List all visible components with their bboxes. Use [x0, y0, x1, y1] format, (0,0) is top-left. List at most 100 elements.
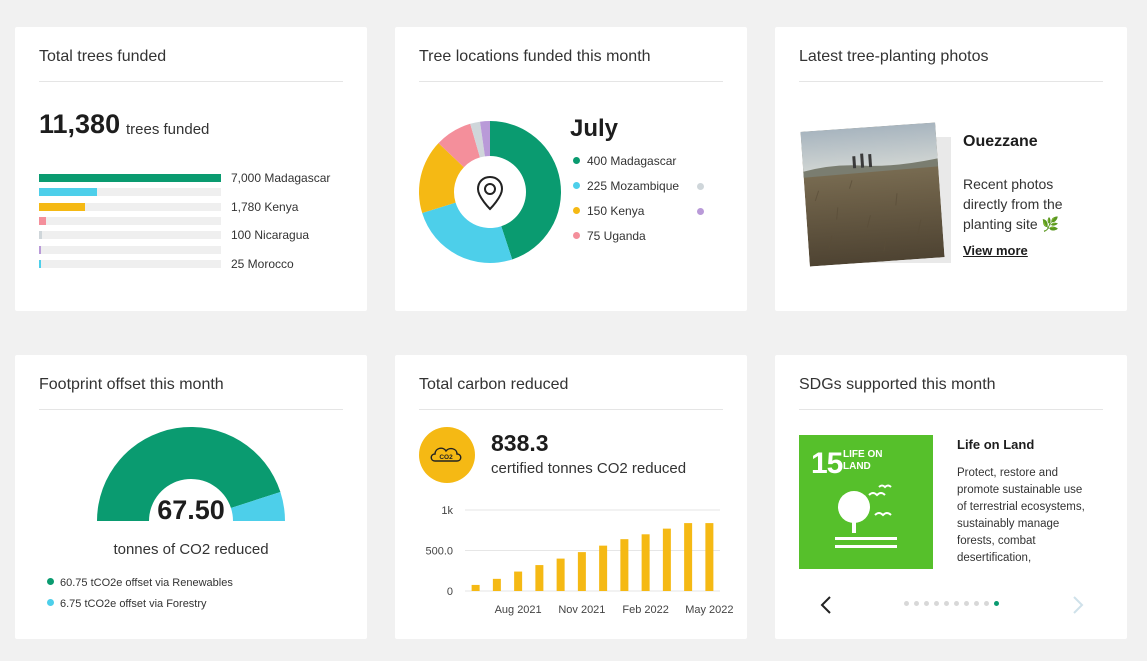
legend-label: 6.75 tCO2e offset via Forestry — [60, 598, 207, 610]
legend-dot — [697, 208, 704, 215]
carbon-value: 838.3 — [491, 430, 549, 456]
donut-slice — [422, 202, 513, 263]
trees-total: 11,380 — [39, 109, 121, 139]
carbon-bar — [620, 539, 629, 591]
gauge-segment — [230, 491, 285, 521]
carousel-dot[interactable] — [944, 601, 949, 606]
tree-bar-row — [39, 259, 221, 268]
legend-dot — [697, 183, 704, 190]
legend-dot — [47, 578, 54, 585]
divider — [39, 409, 343, 410]
co2-cloud-icon: CO2 — [419, 427, 475, 483]
card-title: Total carbon reduced — [419, 376, 569, 393]
carousel-dot[interactable] — [934, 601, 939, 606]
bar-track — [39, 259, 221, 268]
legend-dot — [573, 232, 580, 239]
carousel-dot[interactable] — [984, 601, 989, 606]
prev-arrow-icon[interactable] — [815, 593, 839, 617]
card-title: Footprint offset this month — [39, 376, 224, 393]
bar-fill — [39, 174, 221, 182]
month-label: July — [570, 115, 619, 142]
tree-bar-label: 7,000 Madagascar — [231, 171, 331, 185]
legend-label: 225 Mozambique — [587, 179, 680, 193]
carbon-bar — [641, 534, 650, 591]
next-arrow-icon[interactable] — [1065, 593, 1089, 617]
location-pin-icon — [476, 175, 504, 211]
carbon-bar — [556, 558, 565, 591]
carousel-dot[interactable] — [964, 601, 969, 606]
bar-fill — [39, 245, 41, 254]
carousel-dot[interactable] — [954, 601, 959, 606]
tree-locations-card: Tree locations funded this month July 40… — [395, 27, 747, 311]
carousel-dot[interactable] — [904, 601, 909, 606]
footprint-legend-item: 60.75 tCO2e offset via Renewables — [47, 577, 233, 589]
legend-label: 400 Madagascar — [587, 154, 677, 168]
donut-slice — [438, 123, 480, 168]
divider — [39, 81, 343, 82]
legend-label: 150 Kenya — [587, 204, 645, 218]
carousel-dot[interactable] — [914, 601, 919, 606]
bar-fill — [39, 259, 41, 268]
bar-fill — [39, 216, 47, 225]
legend-item: 150 Kenya — [573, 204, 644, 218]
donut-slice — [480, 121, 490, 157]
legend-dot — [573, 207, 580, 214]
carbon-caption: certified tonnes CO2 reduced — [491, 460, 687, 477]
tree-bar-row — [39, 216, 221, 225]
footprint-caption: tonnes of CO2 reduced — [113, 541, 269, 558]
carbon-bar — [535, 565, 544, 591]
divider — [419, 81, 723, 82]
sdg-tile-title: LIFE ON LAND — [843, 449, 883, 472]
trees-total-unit: trees funded — [126, 121, 210, 138]
x-tick-label: Feb 2022 — [622, 604, 668, 616]
y-tick-label: 1k — [441, 505, 453, 517]
legend-dot — [573, 157, 580, 164]
bar-track — [39, 188, 221, 197]
svg-text:CO2: CO2 — [439, 454, 453, 461]
carousel-dot[interactable] — [924, 601, 929, 606]
sdg-tile[interactable]: 15 LIFE ON LAND — [799, 435, 933, 569]
tree-birds-icon — [835, 484, 897, 548]
photo-description-text: Recent photos directly from the planting… — [963, 176, 1063, 232]
tree-bar-row — [39, 245, 221, 254]
sdg-name: Life on Land — [957, 437, 1035, 452]
footprint-gauge — [97, 427, 285, 521]
carousel-dot[interactable] — [974, 601, 979, 606]
view-more-link[interactable]: View more — [963, 243, 1028, 258]
bar-track — [39, 245, 221, 254]
card-title: Tree locations funded this month — [419, 48, 651, 65]
legend-label: 60.75 tCO2e offset via Renewables — [60, 577, 233, 589]
divider — [799, 409, 1103, 410]
y-tick-label: 500.0 — [425, 546, 453, 558]
bar-fill — [39, 202, 86, 211]
carbon-bar — [471, 584, 480, 591]
carbon-bar-chart: 0 500.0 1k Aug 2021 Nov 2021 Feb 2022 May 2022 — [425, 505, 733, 616]
x-tick-label: Nov 2021 — [558, 604, 605, 616]
card-title: Total trees funded — [39, 48, 167, 65]
carbon-bar — [705, 523, 714, 591]
carbon-bar — [684, 523, 693, 591]
tree-bar-label: 25 Morocco — [231, 257, 294, 271]
carbon-bar — [577, 552, 586, 591]
tree-bar-label: 1,780 Kenya — [231, 200, 299, 214]
bar-track — [39, 216, 221, 225]
locations-donut-chart — [419, 121, 561, 263]
footprint-card: Footprint offset this month 67.50 tonnes… — [15, 355, 367, 639]
leaf-icon: 🌿 — [1041, 216, 1060, 232]
legend-item: 75 Uganda — [573, 229, 646, 243]
carbon-bar — [492, 578, 501, 591]
tree-bar-row — [39, 202, 221, 211]
legend-item: 225 Mozambique — [573, 179, 679, 193]
donut-slice — [419, 143, 464, 213]
photos-card: Latest tree-planting photos — [775, 27, 1127, 311]
sdgs-card: SDGs supported this month 15 LIFE ON LAN… — [775, 355, 1127, 639]
bar-fill — [39, 188, 98, 197]
legend-dot — [47, 599, 54, 606]
y-tick-label: 0 — [447, 586, 453, 598]
carousel-dot[interactable] — [994, 601, 999, 606]
carbon-bar — [662, 528, 671, 591]
donut-slice — [490, 121, 561, 260]
tree-planting-photo[interactable] — [800, 122, 945, 267]
legend-item: 400 Madagascar — [573, 154, 676, 168]
tree-bar-row — [39, 174, 221, 182]
